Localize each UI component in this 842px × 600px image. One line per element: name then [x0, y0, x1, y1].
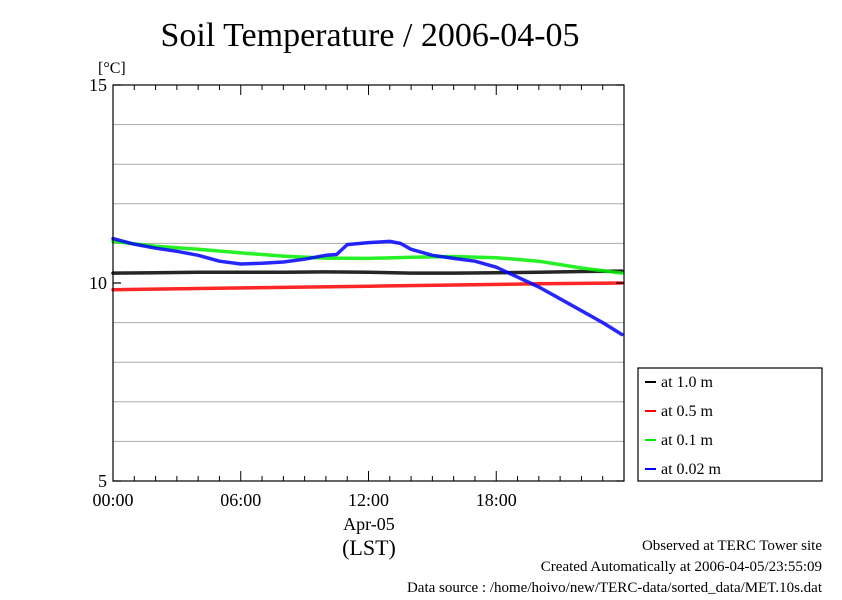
- y-tick-label-1: 10: [89, 273, 107, 293]
- x-axis-ticks: 00:00 06:00 12:00 18:00: [92, 85, 625, 510]
- x-axis-unit: (LST): [342, 535, 396, 560]
- series-lines: [111, 236, 624, 337]
- x-axis-date: Apr-05: [343, 514, 395, 534]
- legend-box: [637, 367, 823, 482]
- series-line-3: [111, 236, 624, 337]
- chart-title: Soil Temperature / 2006-04-05: [160, 17, 579, 54]
- legend: at 1.0 m at 0.5 m at 0.1 m at 0.02 m: [637, 367, 823, 482]
- x-tick-label-2: 12:00: [348, 490, 389, 510]
- y-tick-label-0: 5: [98, 471, 107, 491]
- footer-site: Observed at TERC Tower site: [642, 538, 822, 554]
- legend-label-1: at 0.5 m: [661, 403, 714, 420]
- legend-label-0: at 1.0 m: [661, 374, 714, 391]
- legend-label-2: at 0.1 m: [661, 432, 714, 449]
- legend-label-3: at 0.02 m: [661, 461, 722, 478]
- footer-created: Created Automatically at 2006-04-05/23:5…: [541, 559, 822, 575]
- x-tick-label-3: 18:00: [476, 490, 517, 510]
- series-line-0: [111, 269, 624, 275]
- footer-source: Data source : /home/hoivo/new/TERC-data/…: [407, 580, 823, 595]
- x-tick-label-1: 06:00: [220, 490, 261, 510]
- y-axis-unit: [°C]: [98, 60, 126, 77]
- y-axis-ticks: 5 10 15: [89, 75, 624, 491]
- series-line-1: [111, 281, 624, 292]
- y-tick-label-2: 15: [89, 75, 107, 95]
- series-line-2: [111, 239, 624, 275]
- x-tick-label-0: 00:00: [92, 490, 133, 510]
